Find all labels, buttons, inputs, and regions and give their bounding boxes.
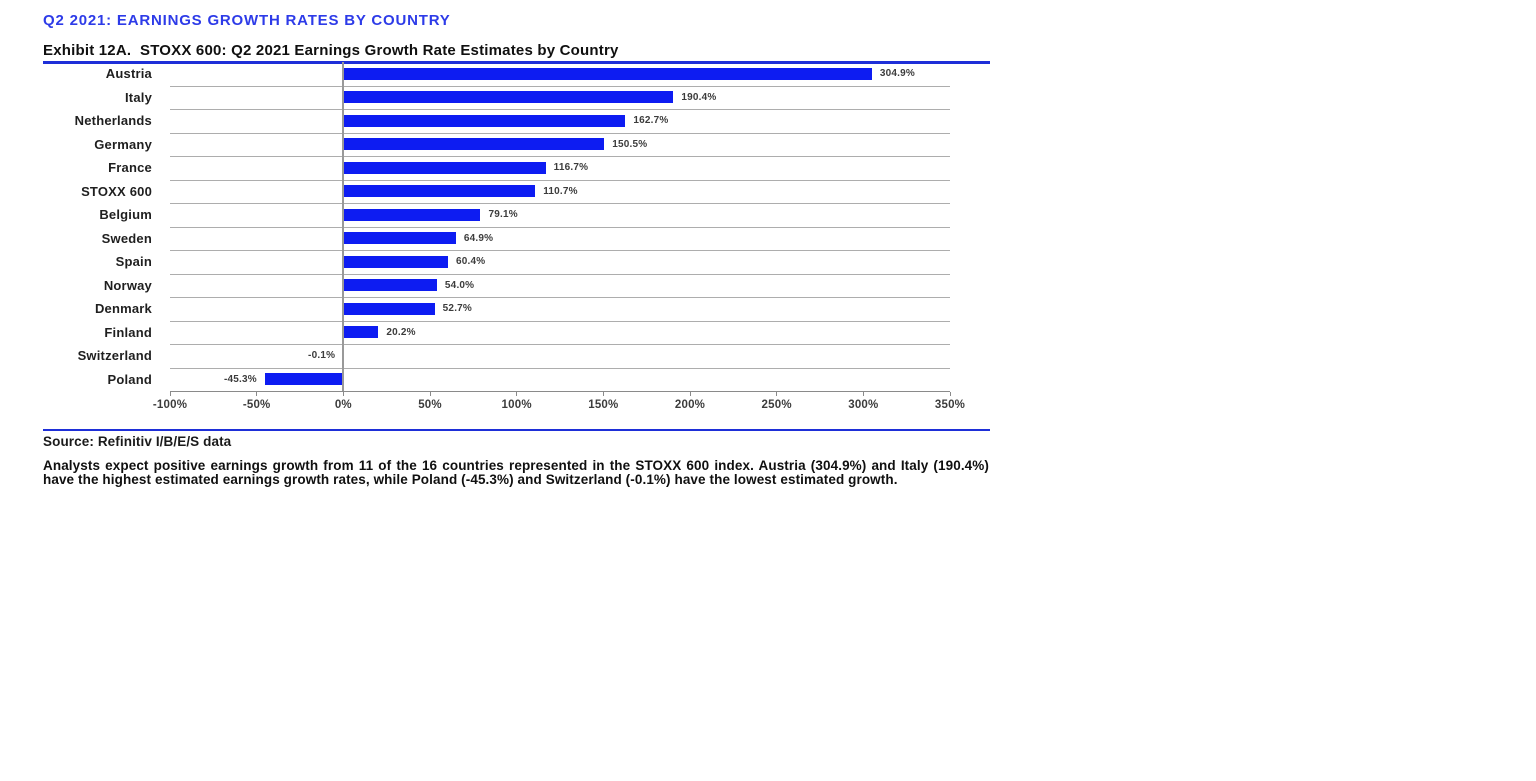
axis-tick-label: 300% bbox=[848, 399, 879, 411]
row-plot: 64.9% bbox=[170, 227, 950, 251]
bar-value-label: 110.7% bbox=[543, 185, 578, 197]
axis-tick-label: 150% bbox=[588, 399, 619, 411]
axis-tick bbox=[862, 392, 864, 396]
bar-value-label: 60.4% bbox=[456, 256, 486, 267]
category-label: Switzerland bbox=[77, 348, 152, 363]
axis-tick bbox=[169, 392, 171, 396]
bar bbox=[343, 185, 536, 197]
axis-tick-label: 200% bbox=[674, 399, 706, 411]
chart-row: Denmark 52.7% bbox=[43, 297, 950, 322]
chart-row: Norway 54.0% bbox=[43, 274, 950, 298]
bar bbox=[343, 91, 674, 103]
bar bbox=[264, 373, 344, 385]
category-label: STOXX 600 bbox=[81, 183, 152, 199]
bar bbox=[343, 255, 449, 268]
bar bbox=[343, 326, 379, 338]
chart-row: Italy 190.4% bbox=[43, 86, 950, 110]
category-label: Austria bbox=[105, 66, 152, 81]
bar bbox=[343, 138, 605, 150]
category-label: Sweden bbox=[101, 230, 152, 246]
divider-line bbox=[43, 429, 990, 431]
axis-tick-label: 350% bbox=[934, 399, 966, 411]
row-plot: 150.5% bbox=[170, 133, 950, 157]
chart-row: STOXX 600 110.7% bbox=[43, 180, 950, 204]
chart-row: Spain 60.4% bbox=[43, 250, 950, 275]
row-plot: 162.7% bbox=[170, 109, 950, 134]
axis-tick-label: -100% bbox=[152, 399, 188, 411]
earnings-growth-bar-chart: Austria 304.9% Italy 190.4% Netherlands 162.7… bbox=[43, 62, 965, 417]
category-label: Belgium bbox=[99, 207, 152, 222]
axis-tick bbox=[602, 392, 604, 396]
commentary-paragraph: Analysts expect positive earnings growth… bbox=[43, 458, 989, 487]
category-label: Poland bbox=[107, 371, 152, 387]
row-plot: 190.4% bbox=[170, 86, 950, 110]
axis-tick bbox=[256, 392, 258, 396]
bar-value-label: 79.1% bbox=[488, 209, 518, 220]
axis-tick bbox=[516, 392, 518, 396]
category-label: Denmark bbox=[94, 301, 152, 316]
exhibit-title: Exhibit 12A. STOXX 600: Q2 2021 Earnings… bbox=[43, 42, 990, 64]
bar-value-label: -0.1% bbox=[308, 350, 336, 361]
zero-baseline bbox=[342, 62, 345, 391]
row-plot: -45.3% bbox=[170, 368, 950, 392]
axis-tick bbox=[776, 392, 778, 396]
axis-tick bbox=[429, 392, 431, 396]
axis-tick bbox=[949, 392, 951, 396]
chart-row: France 116.7% bbox=[43, 156, 950, 181]
source-note: Source: Refinitiv I/B/E/S data bbox=[43, 434, 232, 449]
row-plot: 54.0% bbox=[170, 274, 950, 298]
bar bbox=[343, 114, 626, 127]
category-label: Germany bbox=[94, 136, 152, 152]
bar bbox=[343, 208, 481, 221]
row-plot: 52.7% bbox=[170, 297, 950, 322]
bar-value-label: 116.7% bbox=[553, 162, 589, 173]
chart-row: Germany 150.5% bbox=[43, 133, 950, 157]
chart-row: Sweden 64.9% bbox=[43, 227, 950, 251]
chart-row: Belgium 79.1% bbox=[43, 203, 950, 228]
row-plot: 116.7% bbox=[170, 156, 950, 181]
bar bbox=[343, 279, 437, 291]
row-plot: 79.1% bbox=[170, 203, 950, 228]
bar bbox=[343, 232, 456, 244]
row-plot: -0.1% bbox=[170, 344, 950, 369]
x-axis: -100% -50% 0% 50% 100% 150% 200% 250% 300% 350% bbox=[153, 391, 965, 416]
axis-tick-label: 0% bbox=[334, 399, 352, 411]
chart-rows: Austria 304.9% Italy 190.4% Netherlands 162.7… bbox=[43, 62, 950, 391]
bar bbox=[343, 161, 546, 174]
chart-row: Switzerland -0.1% bbox=[43, 344, 950, 369]
category-label: Italy bbox=[124, 89, 152, 105]
axis-tick-label: -50% bbox=[242, 399, 271, 411]
bar-value-label: 20.2% bbox=[386, 326, 416, 338]
row-plot: 60.4% bbox=[170, 250, 950, 275]
bar-value-label: 52.7% bbox=[442, 303, 473, 314]
bar-value-label: 162.7% bbox=[633, 115, 669, 126]
category-label: Spain bbox=[115, 254, 152, 269]
category-label: Finland bbox=[104, 324, 152, 340]
axis-tick-label: 50% bbox=[418, 399, 442, 411]
bar-value-label: -45.3% bbox=[223, 373, 257, 385]
bar-value-label: 190.4% bbox=[681, 91, 717, 103]
bar bbox=[343, 67, 872, 80]
axis-tick bbox=[342, 392, 344, 396]
category-label: Norway bbox=[103, 277, 152, 293]
axis-tick-label: 100% bbox=[501, 399, 532, 411]
axis-tick-label: 250% bbox=[761, 399, 792, 411]
chart-row: Finland 20.2% bbox=[43, 321, 950, 345]
bar-value-label: 64.9% bbox=[463, 232, 494, 244]
bar-value-label: 304.9% bbox=[879, 68, 915, 79]
row-plot: 110.7% bbox=[170, 180, 950, 204]
axis-tick bbox=[689, 392, 691, 396]
category-label: France bbox=[108, 160, 152, 175]
chart-row: Netherlands 162.7% bbox=[43, 109, 950, 134]
row-plot: 20.2% bbox=[170, 321, 950, 345]
chart-row: Austria 304.9% bbox=[43, 62, 950, 87]
row-plot: 304.9% bbox=[170, 62, 950, 87]
bar-value-label: 54.0% bbox=[444, 279, 475, 291]
page-title: Q2 2021: EARNINGS GROWTH RATES BY COUNTR… bbox=[43, 12, 451, 29]
category-label: Netherlands bbox=[74, 113, 152, 128]
bar-value-label: 150.5% bbox=[612, 138, 648, 150]
chart-row: Poland -45.3% bbox=[43, 368, 950, 392]
bar bbox=[343, 302, 435, 315]
